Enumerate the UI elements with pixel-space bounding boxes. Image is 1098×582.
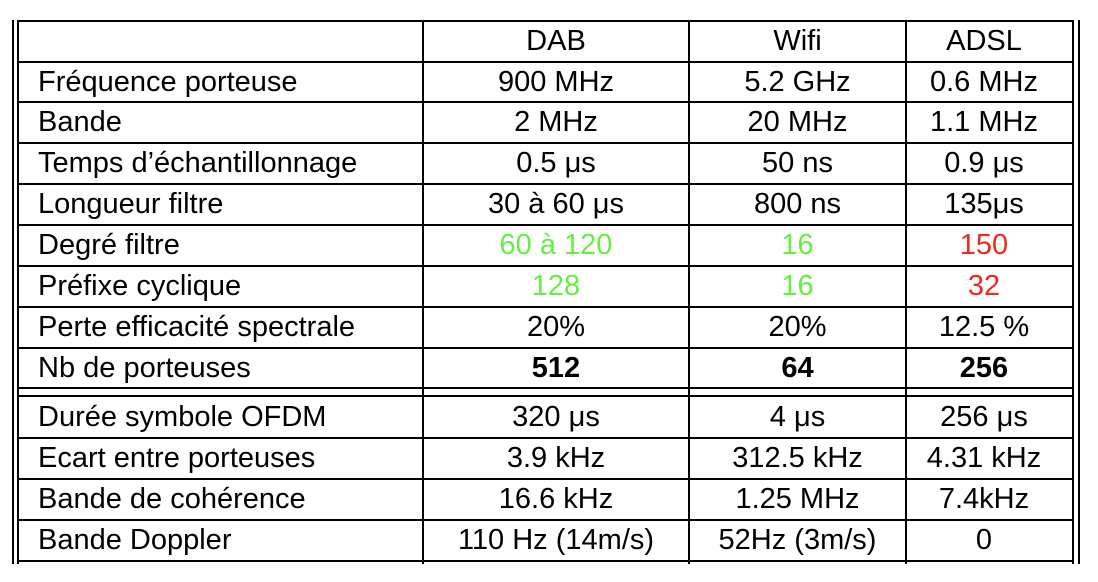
table-cell: 4.31 kHz [926, 442, 1042, 474]
table-header-row: DAB Wifi ADSL [12, 22, 1080, 61]
table-cell: 0.6 MHz [930, 65, 1038, 98]
table-row: Perte efficacité spectrale 20% 20% 12.5 … [12, 308, 1080, 347]
table-cell: 20 MHz [747, 106, 848, 138]
table-cell: 800 ns [753, 188, 842, 220]
row-divider [17, 519, 1074, 521]
table-cell: 16.6 kHz [498, 483, 614, 515]
table-cell-highlight-bad: 150 [959, 229, 1009, 261]
column-divider [905, 20, 907, 564]
header-cell-dab: DAB [526, 25, 586, 57]
row-label: Fréquence porteuse [38, 65, 298, 98]
table-cell: 5.2 GHz [744, 65, 851, 98]
row-label: Nb de porteuses [38, 351, 251, 384]
table-cell: 20% [768, 311, 827, 343]
table-cell: 2 MHz [514, 106, 598, 138]
table-border-top [17, 20, 1074, 22]
table-row: Bande Doppler 110 Hz (14m/s) 52Hz (3m/s)… [12, 521, 1080, 560]
row-label: Temps d’échantillonnage [38, 147, 358, 179]
table-cell-highlight-good: 16 [781, 229, 814, 261]
table-border-right-inner [1072, 20, 1074, 564]
table-cell: 52Hz (3m/s) [718, 524, 877, 556]
table-cell-highlight-good: 128 [531, 270, 581, 302]
table-cell: 312.5 kHz [732, 442, 863, 474]
row-divider [17, 142, 1074, 144]
row-label: Longueur filtre [38, 188, 224, 220]
table-cell: 20% [526, 311, 586, 343]
table-row: Bande de cohérence 16.6 kHz 1.25 MHz 7.4… [12, 480, 1080, 519]
table-row: Degré filtre 60 à 120 16 150 [12, 226, 1080, 265]
table-cell: 3.9 kHz [506, 442, 606, 474]
table-cell-bold: 64 [781, 351, 814, 384]
table-cell: 12.5 % [938, 311, 1030, 343]
column-divider [688, 20, 690, 564]
row-label: Ecart entre porteuses [38, 442, 316, 474]
table-border-right-outer [1078, 20, 1080, 564]
table-cell: 1.1 MHz [930, 106, 1038, 138]
data-table: DAB Wifi ADSL Fréquence porteuse 900 MHz… [12, 20, 1080, 564]
table-row: Longueur filtre 30 à 60 μs 800 ns 135μs [12, 185, 1080, 224]
table-cell-bold: 512 [531, 351, 581, 384]
table-cell: 4 μs [769, 400, 826, 433]
row-label: Bande de cohérence [38, 483, 306, 515]
table-cell: 0.9 μs [944, 147, 1024, 179]
table-cell-bold: 256 [959, 351, 1009, 384]
table-cell: 256 μs [940, 400, 1028, 433]
table-cell-highlight-good: 16 [781, 270, 814, 302]
row-divider [17, 437, 1074, 439]
table-cell: 7.4kHz [938, 483, 1030, 515]
header-cell-wifi: Wifi [773, 25, 822, 57]
row-label: Perte efficacité spectrale [38, 311, 356, 343]
table-cell: 320 μs [512, 400, 600, 433]
table-border-bottom [17, 560, 1074, 562]
row-divider [17, 224, 1074, 226]
table-row: Bande 2 MHz 20 MHz 1.1 MHz [12, 103, 1080, 142]
table-border-left-inner [17, 20, 19, 564]
table-border-left-outer [12, 20, 14, 564]
column-divider [422, 20, 424, 564]
section-divider [17, 395, 1074, 397]
table-cell: 0 [975, 524, 993, 556]
row-divider [17, 478, 1074, 480]
row-divider [17, 347, 1074, 349]
table-cell: 30 à 60 μs [487, 188, 625, 220]
row-divider [17, 306, 1074, 308]
table-row: Ecart entre porteuses 3.9 kHz 312.5 kHz … [12, 439, 1080, 478]
section-divider [17, 387, 1074, 389]
table-row: Préfixe cyclique 128 16 32 [12, 267, 1080, 306]
table-cell: 50 ns [762, 147, 833, 179]
table-cell: 110 Hz (14m/s) [457, 524, 655, 556]
row-label: Degré filtre [38, 229, 180, 261]
table-cell: 135μs [944, 188, 1024, 220]
row-label: Préfixe cyclique [38, 270, 242, 302]
header-cell [38, 22, 418, 61]
table-cell-highlight-good: 60 à 120 [499, 229, 613, 261]
row-label: Durée symbole OFDM [38, 400, 327, 433]
row-divider [17, 183, 1074, 185]
row-label: Bande Doppler [38, 524, 232, 556]
row-divider [17, 101, 1074, 103]
row-divider [17, 265, 1074, 267]
table-row: Durée symbole OFDM 320 μs 4 μs 256 μs [12, 397, 1080, 437]
table-cell: 0.5 μs [516, 147, 596, 179]
table-cell-highlight-bad: 32 [967, 270, 1001, 302]
header-cell-adsl: ADSL [946, 25, 1022, 57]
row-label: Bande [38, 106, 122, 138]
table-row: Nb de porteuses 512 64 256 [12, 349, 1080, 387]
table-row: Fréquence porteuse 900 MHz 5.2 GHz 0.6 M… [12, 63, 1080, 101]
table-cell: 900 MHz [497, 65, 615, 98]
table-cell: 1.25 MHz [735, 483, 860, 515]
row-divider [17, 61, 1074, 63]
table-row: Temps d’échantillonnage 0.5 μs 50 ns 0.9… [12, 144, 1080, 183]
